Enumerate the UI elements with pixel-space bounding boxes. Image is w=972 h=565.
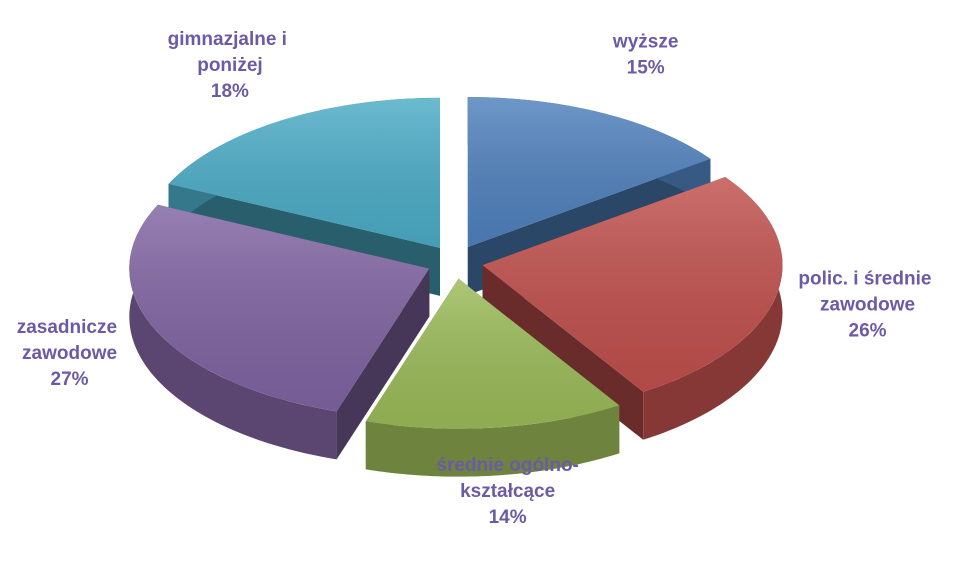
slice-shine: [467, 97, 711, 248]
slice-side: [336, 268, 430, 460]
value-label: 26%: [849, 320, 887, 341]
value-label: 15%: [627, 57, 665, 78]
pie-slice: [129, 204, 430, 460]
slice-shine: [482, 176, 783, 392]
slice-shine: [129, 204, 430, 412]
category-label: średnie ogólno-kształcące: [436, 455, 579, 502]
slice-wall: [365, 405, 620, 477]
pie-slice: [365, 278, 620, 477]
slice-shine: [365, 278, 620, 429]
pie-slice: [482, 176, 783, 440]
category-label: wyższe: [612, 31, 678, 52]
category-label: zasadnicze zawodowe: [17, 317, 123, 364]
value-label: 14%: [489, 507, 527, 528]
category-label: polic. i średnie zawodowe: [798, 268, 936, 315]
value-label: 18%: [211, 81, 249, 102]
category-label: gimnazjalne i poniżej: [168, 29, 293, 76]
slice-wall: [129, 204, 337, 460]
value-label: 27%: [51, 369, 89, 390]
slice-shine: [168, 97, 440, 248]
